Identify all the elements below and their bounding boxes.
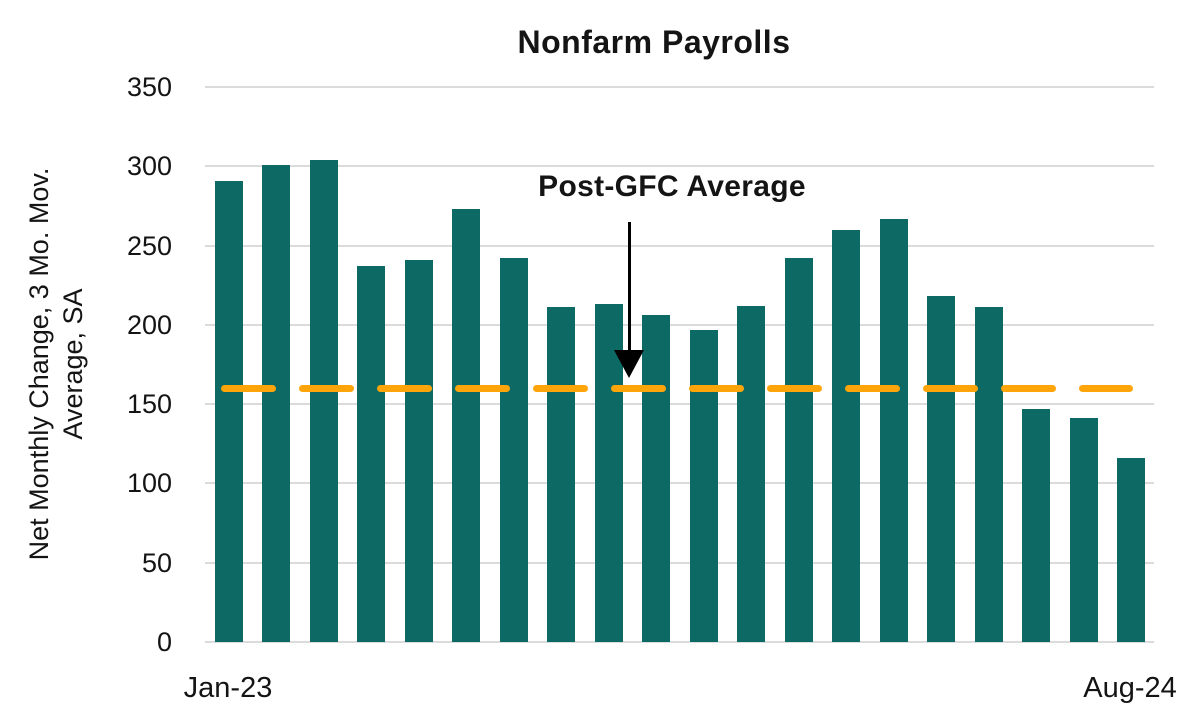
bar-Dec-23 <box>737 305 766 642</box>
reference-line-dash <box>221 384 276 392</box>
y-tick-label-100: 100 <box>126 468 172 499</box>
bar-Aug-24 <box>1117 458 1145 642</box>
bar-Jan-24 <box>784 258 813 642</box>
y-tick-label-250: 250 <box>126 230 172 261</box>
bar-Nov-23 <box>689 329 718 642</box>
bar-Mar-23 <box>309 159 338 642</box>
annotation-arrowhead-icon <box>614 350 644 378</box>
bar-Jun-24 <box>1022 408 1051 642</box>
reference-line-dash <box>1001 384 1056 392</box>
gridline-250 <box>205 244 1154 247</box>
y-tick-label-0: 0 <box>156 627 172 657</box>
reference-line-dash <box>689 384 744 392</box>
reference-line-label: Post-GFC Average <box>538 170 806 203</box>
y-tick-label-350: 350 <box>126 72 172 102</box>
x-tick-label-aug24: Aug-24 <box>1083 672 1177 704</box>
reference-line-dash <box>845 384 900 392</box>
bar-Apr-24 <box>927 296 956 642</box>
y-tick-label-150: 150 <box>126 389 172 420</box>
y-tick-label-50: 50 <box>141 547 172 578</box>
gridline-350 <box>205 86 1154 88</box>
gridline-50 <box>205 561 1154 564</box>
reference-line-dash <box>923 384 978 392</box>
gridline-0 <box>205 641 1154 643</box>
reference-line-dash <box>533 384 588 392</box>
gridline-150 <box>205 403 1154 406</box>
y-tick-label-200: 200 <box>126 309 172 340</box>
reference-line-dash <box>377 384 432 392</box>
bar-Jul-24 <box>1069 418 1098 642</box>
y-axis-title-text: Net Monthly Change, 3 Mo. Mov. Average, … <box>22 54 94 674</box>
annotation-arrow-line <box>628 222 631 352</box>
gridline-300 <box>205 165 1154 168</box>
reference-line-dash <box>767 384 822 392</box>
bar-May-24 <box>974 307 1003 642</box>
bar-Jan-23 <box>215 180 243 642</box>
bar-Feb-24 <box>832 229 861 642</box>
bar-Jun-23 <box>452 209 481 642</box>
bar-Mar-24 <box>879 218 908 642</box>
gridline-100 <box>205 482 1154 485</box>
bar-Apr-23 <box>357 266 386 642</box>
reference-line-dash <box>299 384 354 392</box>
x-tick-label-jan23: Jan-23 <box>183 672 273 704</box>
gridline-200 <box>205 323 1154 326</box>
y-tick-label-300: 300 <box>126 151 172 182</box>
y-axis-title-line1: Net Monthly Change, 3 Mo. Mov. <box>24 167 54 561</box>
bar-May-23 <box>404 259 433 642</box>
bar-Oct-23 <box>642 315 671 642</box>
y-axis-title-line2: Average, SA <box>58 288 88 440</box>
bar-Jul-23 <box>499 258 528 642</box>
bar-Aug-23 <box>547 307 576 642</box>
reference-line-dash <box>1079 384 1133 392</box>
chart-title: Nonfarm Payrolls <box>517 24 791 60</box>
reference-line-dash <box>455 384 510 392</box>
reference-line-dash <box>611 384 666 392</box>
bar-Feb-23 <box>262 164 291 642</box>
